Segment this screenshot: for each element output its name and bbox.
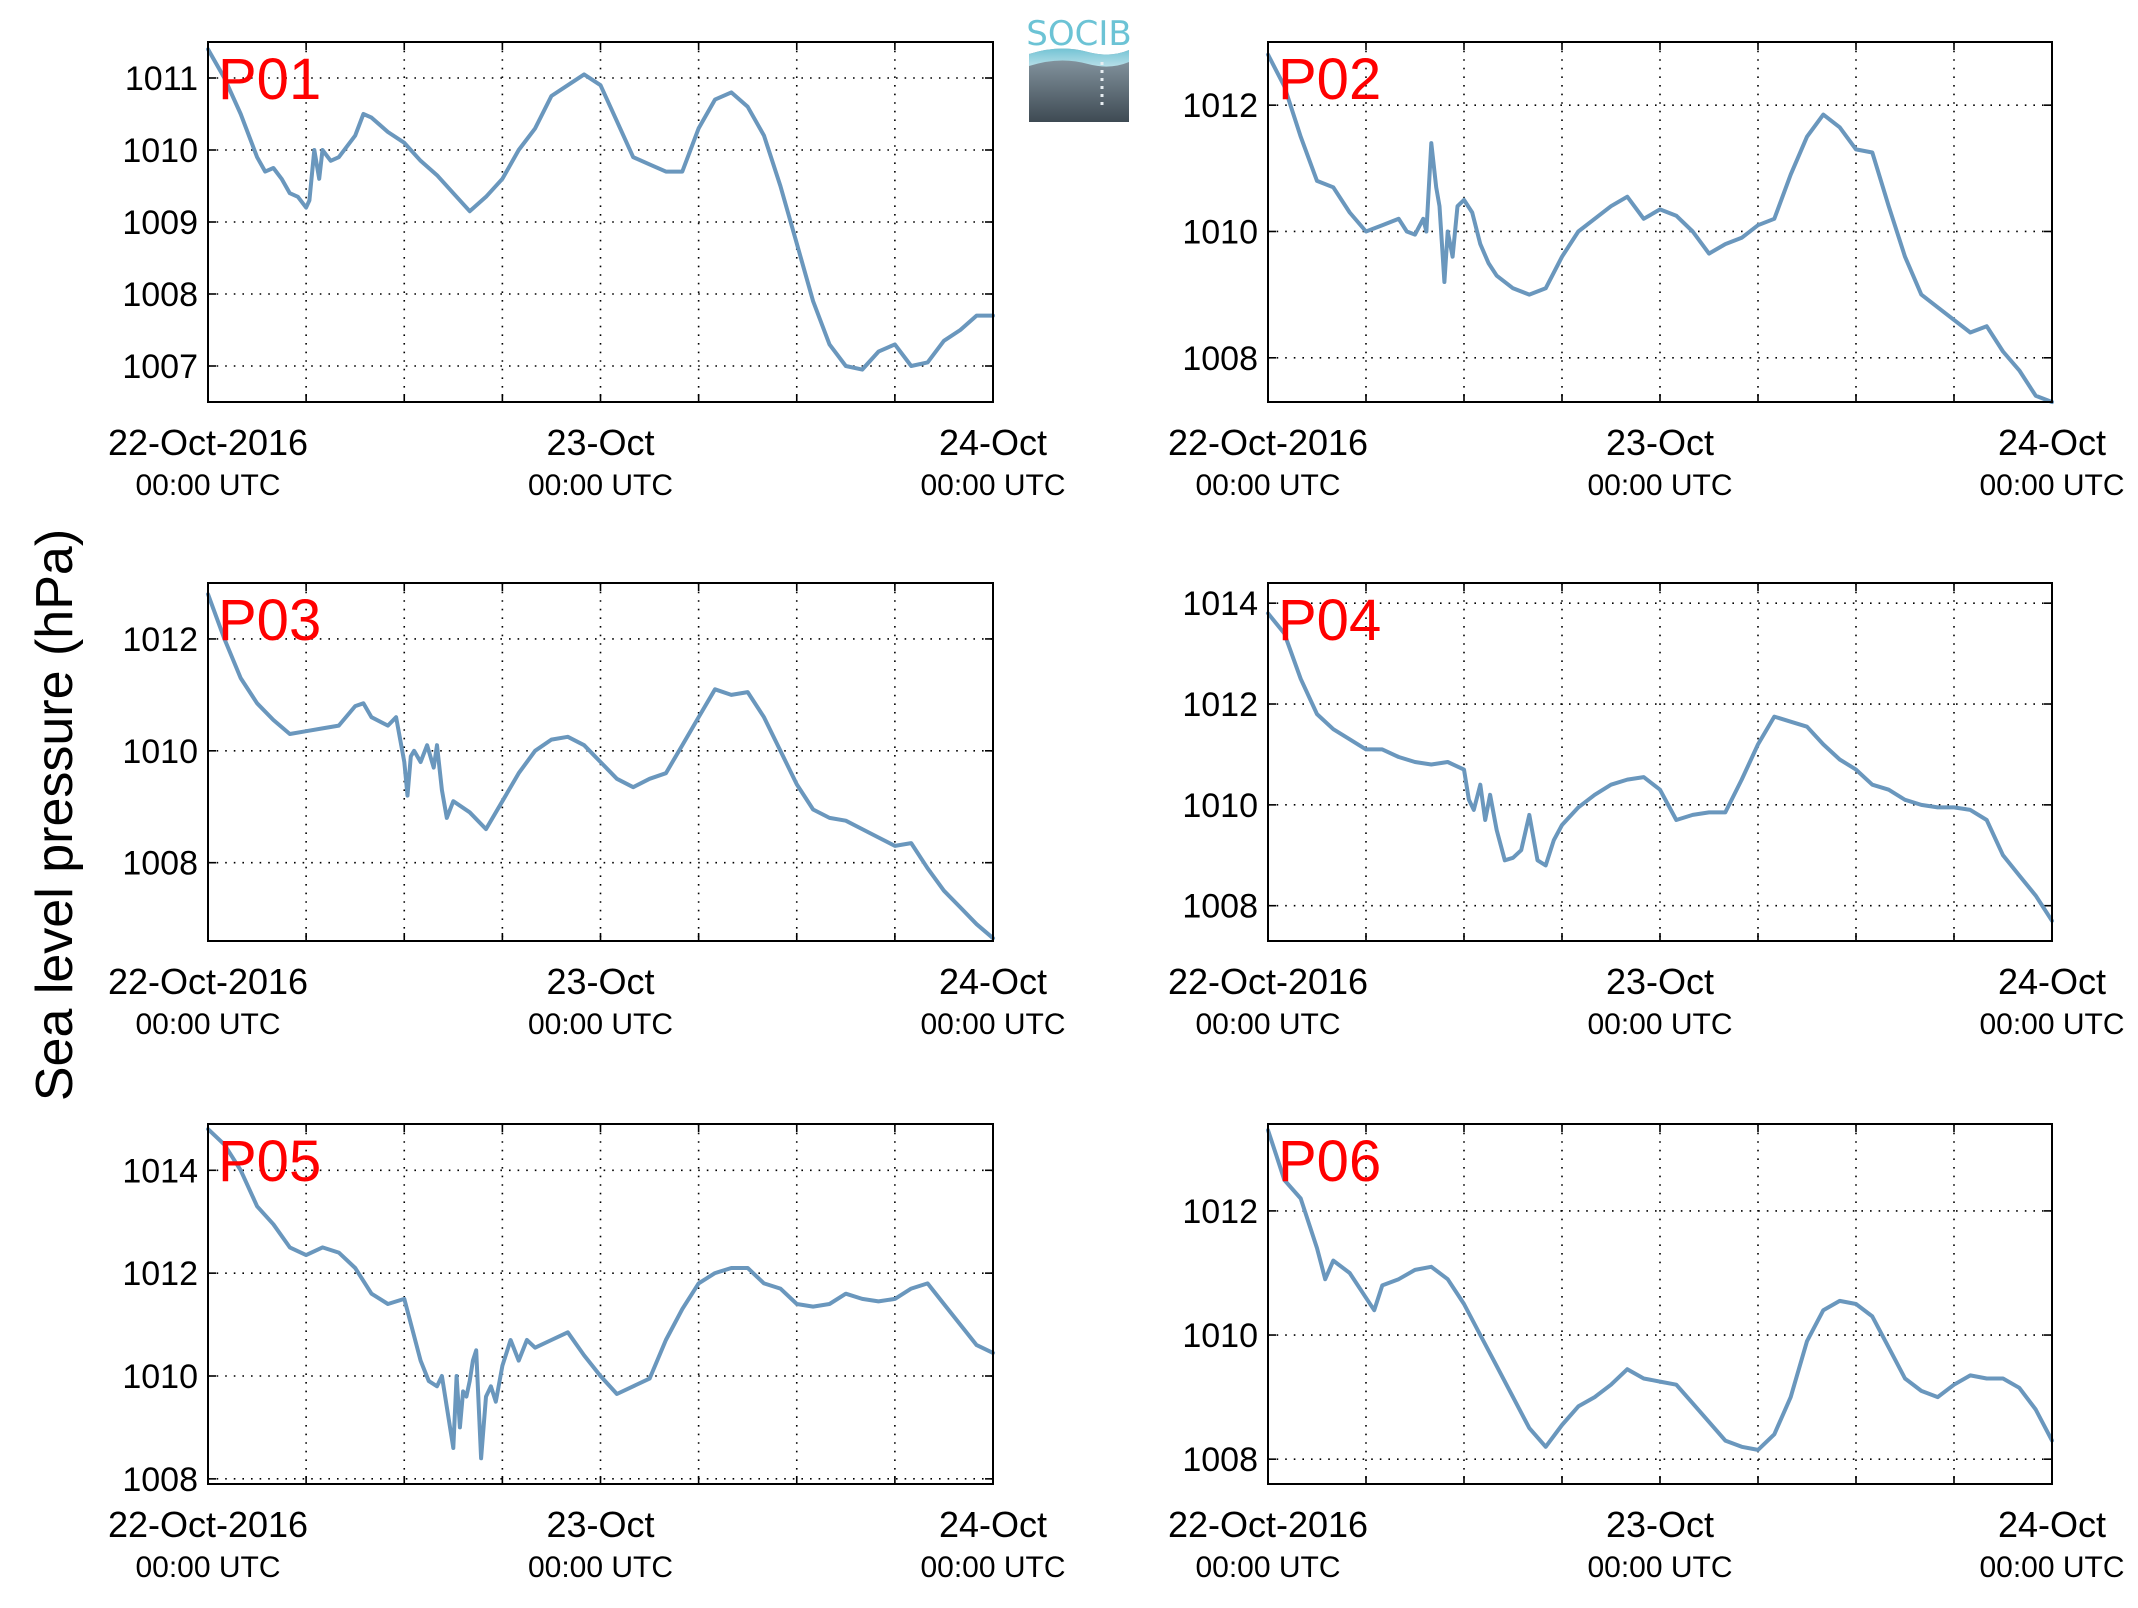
x-tick-label-date: 22-Oct-2016 xyxy=(108,1504,308,1545)
panel-label: P06 xyxy=(1278,1129,1381,1194)
series-line-p02 xyxy=(1266,52,2054,404)
y-tick-label: 1012 xyxy=(1182,87,1258,125)
x-tick-label-date: 22-Oct-2016 xyxy=(1168,422,1368,463)
y-tick-label: 1010 xyxy=(1182,787,1258,825)
axes-frame xyxy=(1267,1123,2053,1485)
x-tick-label-time: 00:00 UTC xyxy=(920,1008,1065,1041)
y-tick-label: 1014 xyxy=(1182,585,1258,623)
y-axis-label: Sea level pressure (hPa) xyxy=(26,529,84,1101)
x-tick-label-time: 00:00 UTC xyxy=(1195,469,1340,502)
x-tick-label-time: 00:00 UTC xyxy=(528,1551,673,1584)
x-tick-label-time: 00:00 UTC xyxy=(1979,1551,2124,1584)
x-tick-label-time: 00:00 UTC xyxy=(1979,469,2124,502)
y-tick-label: 1008 xyxy=(1182,1441,1258,1479)
x-tick-label-time: 00:00 UTC xyxy=(1587,1008,1732,1041)
x-tick-label-time: 00:00 UTC xyxy=(528,1008,673,1041)
x-tick-label-date: 24-Oct xyxy=(1998,961,2106,1002)
panel-p02: 1008 1010 1012 22-Oct-2016 00:00 UTC 23-Oct 00… xyxy=(1168,41,2125,502)
y-tick-label: 1008 xyxy=(122,1461,198,1499)
x-tick-label-time: 00:00 UTC xyxy=(1587,469,1732,502)
panel-label: P04 xyxy=(1278,588,1381,653)
x-tick-label-date: 24-Oct xyxy=(939,1504,1047,1545)
x-tick-label-date: 24-Oct xyxy=(1998,422,2106,463)
panel-label: P02 xyxy=(1278,47,1381,112)
y-tick-label: 1012 xyxy=(122,621,198,659)
y-tick-label: 1008 xyxy=(122,845,198,883)
x-tick-label-date: 23-Oct xyxy=(546,1504,654,1545)
x-tick-label-date: 24-Oct xyxy=(939,961,1047,1002)
series-line-p04 xyxy=(1266,611,2054,923)
series-line-p06 xyxy=(1266,1128,2054,1452)
x-tick-label-time: 00:00 UTC xyxy=(1979,1008,2124,1041)
y-tick-label: 1011 xyxy=(125,60,198,98)
x-tick-label-time: 00:00 UTC xyxy=(920,469,1065,502)
x-tick-label-date: 22-Oct-2016 xyxy=(108,422,308,463)
y-tick-label: 1009 xyxy=(122,204,198,242)
x-tick-label-date: 23-Oct xyxy=(546,961,654,1002)
series-line-p05 xyxy=(206,1127,995,1461)
series-line-p03 xyxy=(206,592,995,941)
y-tick-label: 1010 xyxy=(122,132,198,170)
axes-frame xyxy=(207,582,994,942)
x-tick-label-date: 22-Oct-2016 xyxy=(1168,1504,1368,1545)
axes-frame xyxy=(1267,41,2053,403)
x-tick-label-time: 00:00 UTC xyxy=(1587,1551,1732,1584)
socib-logo: SOCIB xyxy=(1026,14,1132,122)
x-tick-label-time: 00:00 UTC xyxy=(135,469,280,502)
panel-p06: 1008 1010 1012 22-Oct-2016 00:00 UTC 23-Oct 00… xyxy=(1168,1123,2125,1584)
x-tick-label-time: 00:00 UTC xyxy=(1195,1551,1340,1584)
panels-group: 1007 1008 1009 1010 1011 22-Oct-2016 00:00 UTC… xyxy=(108,41,2125,1584)
x-tick-label-time: 00:00 UTC xyxy=(135,1008,280,1041)
series-line-p01 xyxy=(206,47,995,372)
panel-p04: 1008 1010 1012 1014 22-Oct-2016 00:00 UTC 23-O… xyxy=(1168,582,2125,1041)
x-tick-label-time: 00:00 UTC xyxy=(920,1551,1065,1584)
y-tick-label: 1010 xyxy=(122,1358,198,1396)
x-tick-label-date: 23-Oct xyxy=(1606,961,1714,1002)
y-tick-label: 1014 xyxy=(122,1152,198,1190)
y-tick-label: 1012 xyxy=(1182,686,1258,724)
axes-frame xyxy=(207,41,994,403)
panel-label: P05 xyxy=(218,1129,321,1194)
panel-p03: 1008 1010 1012 22-Oct-2016 00:00 UTC 23-Oct 00… xyxy=(108,582,1066,1041)
x-tick-label-date: 23-Oct xyxy=(546,422,654,463)
y-tick-label: 1012 xyxy=(122,1255,198,1293)
x-tick-label-date: 24-Oct xyxy=(1998,1504,2106,1545)
panel-p01: 1007 1008 1009 1010 1011 22-Oct-2016 00:00 UTC… xyxy=(108,41,1066,502)
x-tick-label-date: 23-Oct xyxy=(1606,422,1714,463)
y-tick-label: 1010 xyxy=(1182,1317,1258,1355)
panel-p05: 1008 1010 1012 1014 22-Oct-2016 00:00 UTC 23-O… xyxy=(108,1123,1066,1584)
x-tick-label-date: 22-Oct-2016 xyxy=(108,961,308,1002)
y-tick-label: 1012 xyxy=(1182,1193,1258,1231)
x-tick-label-date: 22-Oct-2016 xyxy=(1168,961,1368,1002)
panel-label: P01 xyxy=(218,47,321,112)
x-tick-label-time: 00:00 UTC xyxy=(135,1551,280,1584)
x-tick-label-time: 00:00 UTC xyxy=(528,469,673,502)
axes-frame xyxy=(207,1123,994,1485)
y-tick-label: 1007 xyxy=(122,348,198,386)
socib-logo-text: SOCIB xyxy=(1026,14,1131,54)
panel-label: P03 xyxy=(218,588,321,653)
y-tick-label: 1010 xyxy=(1182,213,1258,251)
y-tick-label: 1008 xyxy=(1182,340,1258,378)
y-tick-label: 1008 xyxy=(122,276,198,314)
x-tick-label-time: 00:00 UTC xyxy=(1195,1008,1340,1041)
x-tick-label-date: 24-Oct xyxy=(939,422,1047,463)
y-tick-label: 1008 xyxy=(1182,888,1258,926)
y-tick-label: 1010 xyxy=(122,733,198,771)
x-tick-label-date: 23-Oct xyxy=(1606,1504,1714,1545)
axes-frame xyxy=(1267,582,2053,942)
